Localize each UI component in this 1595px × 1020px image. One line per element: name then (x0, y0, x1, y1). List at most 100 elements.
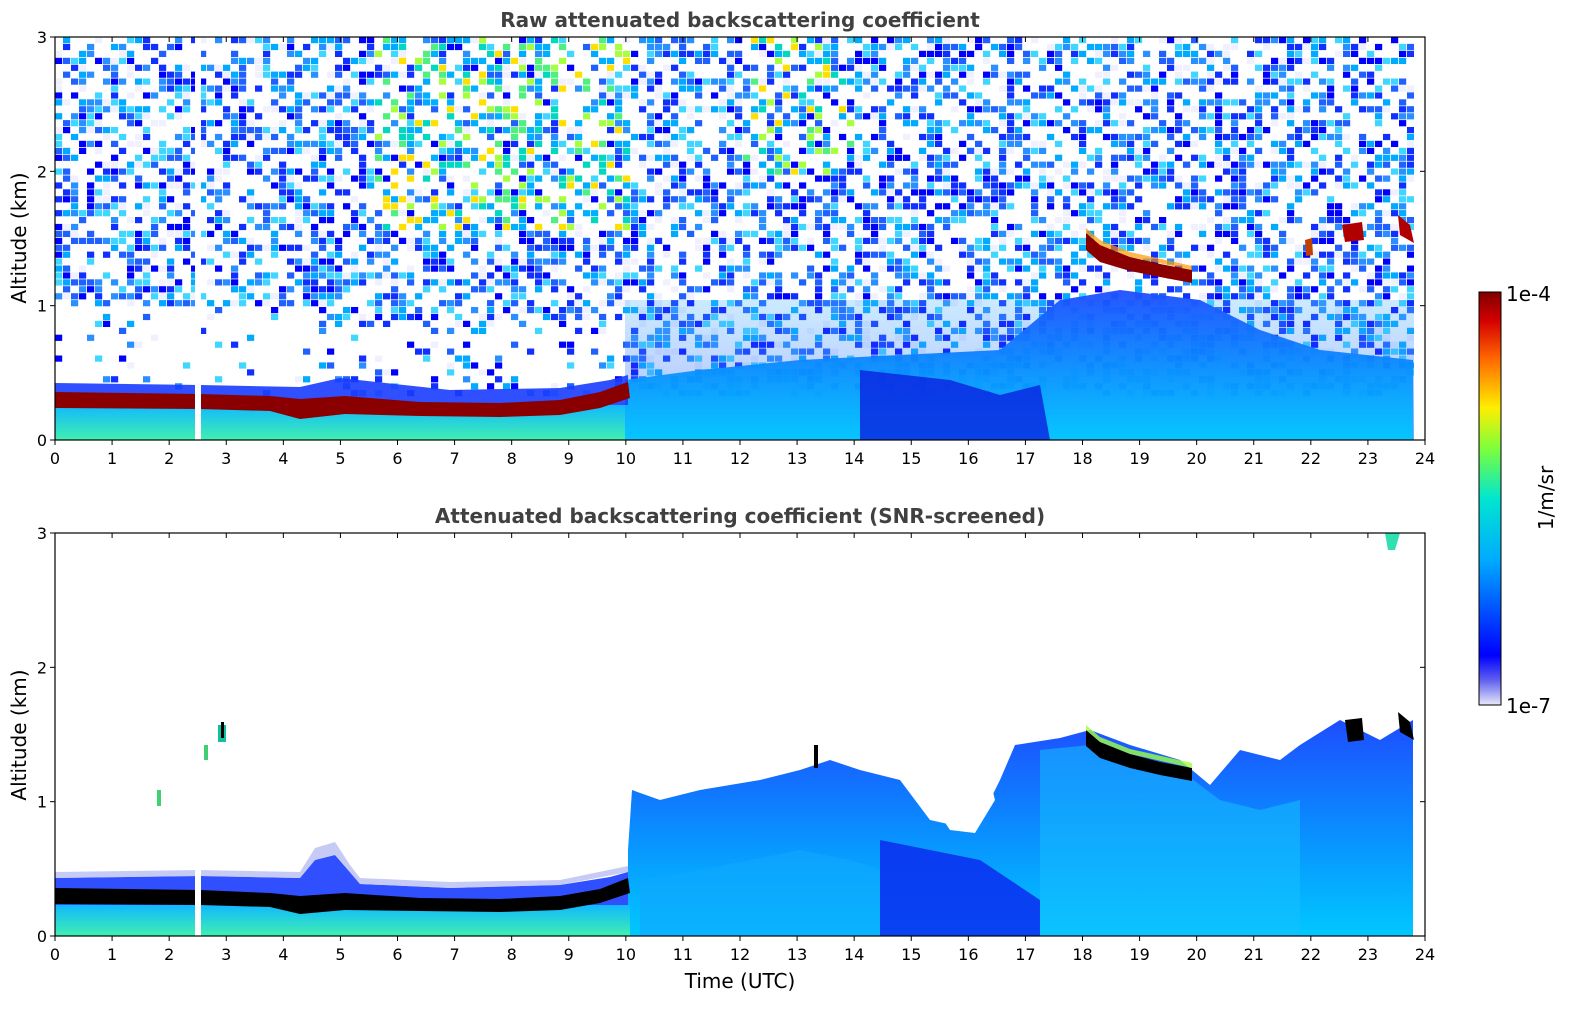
noise-cell (775, 293, 783, 300)
noise-cell (1159, 120, 1167, 127)
noise-cell (111, 85, 119, 92)
noise-cell (991, 203, 999, 210)
noise-cell (407, 279, 415, 286)
noise-cell (1199, 133, 1207, 141)
noise-cell (1351, 210, 1359, 217)
noise-cell (943, 92, 951, 99)
noise-cell (367, 168, 375, 175)
noise-cell (119, 50, 127, 57)
noise-cell (551, 113, 559, 120)
noise-cell (799, 64, 807, 71)
noise-cell (231, 57, 239, 64)
noise-cell (415, 57, 423, 64)
noise-cell (911, 217, 919, 224)
noise-cell (359, 99, 367, 106)
noise-cell (631, 147, 639, 154)
noise-cell (183, 78, 191, 85)
noise-cell (303, 272, 311, 279)
noise-cell (655, 182, 663, 189)
noise-cell (223, 78, 231, 85)
noise-cell (599, 120, 607, 127)
noise-cell (343, 272, 351, 279)
noise-cell (615, 293, 623, 300)
noise-cell (983, 210, 991, 217)
noise-cell (1223, 230, 1231, 237)
noise-cell (1399, 43, 1407, 51)
noise-cell (319, 286, 327, 293)
noise-cell (1119, 217, 1127, 224)
noise-cell (703, 43, 711, 51)
noise-cell (935, 217, 943, 224)
noise-cell (527, 147, 535, 154)
noise-cell (271, 78, 279, 85)
noise-cell (567, 244, 575, 251)
noise-cell (215, 196, 223, 203)
noise-cell (679, 182, 687, 189)
noise-cell (959, 244, 967, 251)
noise-cell (743, 168, 751, 175)
noise-cell (1119, 182, 1127, 189)
noise-cell (999, 189, 1007, 196)
noise-cell (607, 362, 615, 369)
noise-cell (887, 37, 895, 44)
noise-cell (303, 286, 311, 293)
noise-cell (1103, 168, 1111, 175)
noise-cell (1399, 189, 1407, 196)
noise-cell (1047, 57, 1055, 64)
noise-cell (215, 341, 223, 348)
noise-cell (327, 127, 335, 134)
noise-cell (735, 210, 743, 217)
noise-cell (799, 279, 807, 286)
noise-cell (527, 175, 535, 182)
noise-cell (879, 113, 887, 120)
noise-cell (935, 127, 943, 134)
noise-cell (407, 113, 415, 120)
noise-cell (247, 251, 255, 258)
noise-cell (1367, 182, 1375, 189)
noise-cell (551, 300, 559, 307)
noise-cell (511, 376, 519, 383)
noise-cell (351, 71, 359, 78)
noise-cell (1375, 154, 1383, 161)
noise-cell (863, 286, 871, 293)
noise-cell (527, 37, 535, 44)
noise-cell (999, 147, 1007, 154)
noise-cell (127, 265, 135, 272)
noise-cell (431, 258, 439, 265)
noise-cell (287, 244, 295, 251)
noise-cell (663, 203, 671, 210)
noise-cell (527, 71, 535, 78)
noise-cell (543, 99, 551, 106)
noise-cell (1143, 113, 1151, 120)
noise-cell (143, 210, 151, 217)
noise-cell (847, 286, 855, 293)
noise-cell (167, 113, 175, 120)
noise-cell (1383, 99, 1391, 106)
noise-cell (1407, 85, 1415, 92)
noise-cell (1295, 127, 1303, 134)
noise-cell (1087, 57, 1095, 64)
noise-cell (1135, 223, 1143, 231)
noise-cell (751, 133, 759, 141)
noise-cell (447, 99, 455, 106)
noise-cell (1135, 161, 1143, 168)
noise-cell (127, 279, 135, 286)
noise-cell (535, 286, 543, 293)
noise-cell (287, 106, 295, 113)
noise-cell (263, 57, 271, 64)
noise-cell (511, 279, 519, 286)
noise-cell (1223, 168, 1231, 175)
noise-cell (319, 175, 327, 182)
noise-cell (295, 258, 303, 265)
noise-cell (143, 272, 151, 279)
noise-cell (951, 127, 959, 134)
noise-cell (263, 71, 271, 78)
noise-cell (111, 196, 119, 203)
noise-cell (1127, 244, 1135, 251)
noise-cell (1223, 161, 1231, 168)
noise-cell (823, 43, 831, 51)
noise-cell (1367, 258, 1375, 265)
noise-cell (663, 50, 671, 57)
noise-cell (343, 133, 351, 141)
noise-cell (447, 175, 455, 182)
